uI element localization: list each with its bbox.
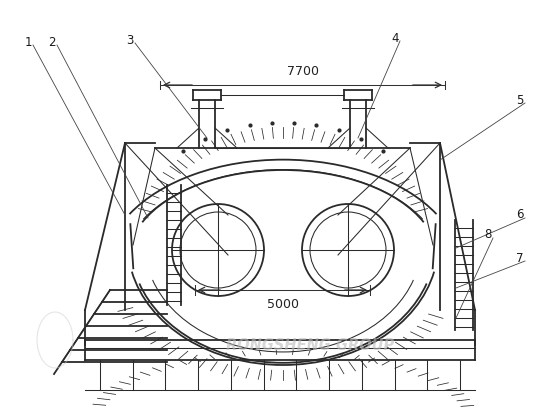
Text: 7: 7 bbox=[516, 252, 524, 265]
Text: 6: 6 bbox=[516, 208, 524, 221]
Text: RONGSHENG GROUP: RONGSHENG GROUP bbox=[226, 338, 394, 352]
Text: 4: 4 bbox=[391, 32, 399, 45]
Text: 7700: 7700 bbox=[287, 65, 319, 78]
Text: 8: 8 bbox=[484, 228, 492, 241]
Text: 5: 5 bbox=[516, 94, 524, 107]
Text: 3: 3 bbox=[127, 34, 134, 47]
Text: 5000: 5000 bbox=[267, 298, 298, 311]
Text: 1: 1 bbox=[24, 36, 32, 48]
Text: 2: 2 bbox=[48, 36, 56, 48]
